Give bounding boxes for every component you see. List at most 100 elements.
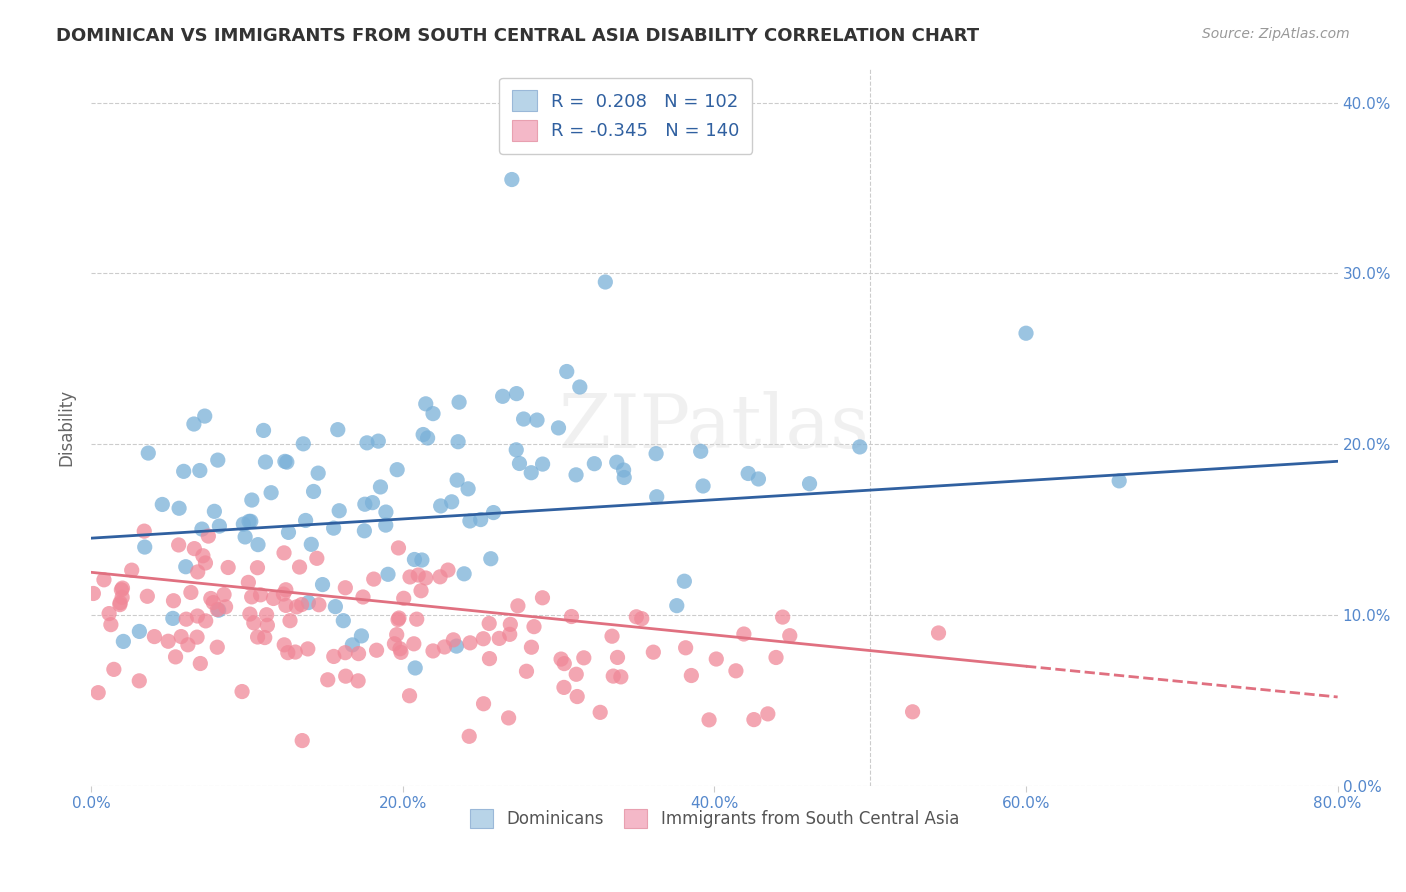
Point	[531, 457, 554, 471]
Point	[363, 572, 385, 586]
Point	[307, 466, 329, 480]
Point	[332, 614, 354, 628]
Point	[697, 713, 720, 727]
Point	[799, 476, 821, 491]
Point	[194, 409, 217, 423]
Point	[772, 610, 794, 624]
Point	[453, 566, 475, 581]
Point	[256, 607, 278, 622]
Point	[292, 437, 315, 451]
Point	[335, 669, 357, 683]
Point	[174, 559, 197, 574]
Point	[470, 512, 492, 526]
Point	[277, 525, 299, 540]
Point	[416, 431, 439, 445]
Point	[297, 641, 319, 656]
Point	[108, 598, 131, 612]
Point	[361, 495, 384, 509]
Point	[422, 407, 444, 421]
Point	[613, 470, 636, 484]
Point	[600, 629, 623, 643]
Point	[568, 380, 591, 394]
Point	[404, 552, 426, 566]
Point	[392, 591, 415, 606]
Point	[274, 599, 297, 613]
Point	[366, 643, 388, 657]
Point	[262, 591, 284, 606]
Point	[274, 454, 297, 468]
Point	[602, 669, 624, 683]
Point	[446, 639, 468, 653]
Point	[399, 570, 422, 584]
Point	[704, 652, 727, 666]
Point	[478, 651, 501, 665]
Point	[202, 504, 225, 518]
Point	[547, 421, 569, 435]
Point	[202, 596, 225, 610]
Point	[232, 517, 254, 532]
Point	[526, 413, 548, 427]
Point	[724, 664, 747, 678]
Point	[673, 574, 696, 589]
Point	[472, 697, 495, 711]
Point	[273, 546, 295, 560]
Point	[347, 673, 370, 688]
Point	[87, 686, 110, 700]
Point	[174, 612, 197, 626]
Point	[240, 590, 263, 604]
Point	[217, 560, 239, 574]
Point	[246, 560, 269, 574]
Point	[356, 435, 378, 450]
Point	[387, 613, 409, 627]
Point	[333, 646, 356, 660]
Point	[243, 615, 266, 630]
Point	[170, 630, 193, 644]
Point	[1108, 474, 1130, 488]
Point	[260, 485, 283, 500]
Point	[100, 617, 122, 632]
Point	[506, 599, 529, 613]
Point	[742, 713, 765, 727]
Point	[284, 645, 307, 659]
Point	[675, 640, 697, 655]
Point	[550, 652, 572, 666]
Point	[134, 524, 156, 538]
Point	[446, 473, 468, 487]
Y-axis label: Disability: Disability	[58, 389, 75, 466]
Point	[779, 629, 801, 643]
Point	[288, 560, 311, 574]
Point	[208, 603, 231, 617]
Point	[316, 673, 339, 687]
Point	[374, 505, 396, 519]
Point	[297, 596, 319, 610]
Point	[110, 582, 132, 597]
Point	[249, 588, 271, 602]
Point	[398, 689, 420, 703]
Point	[645, 447, 668, 461]
Point	[278, 614, 301, 628]
Point	[499, 617, 522, 632]
Point	[239, 514, 262, 528]
Point	[457, 482, 479, 496]
Point	[277, 646, 299, 660]
Text: DOMINICAN VS IMMIGRANTS FROM SOUTH CENTRAL ASIA DISABILITY CORRELATION CHART: DOMINICAN VS IMMIGRANTS FROM SOUTH CENTR…	[56, 27, 980, 45]
Point	[207, 602, 229, 616]
Point	[626, 609, 648, 624]
Point	[479, 551, 502, 566]
Point	[553, 657, 575, 671]
Point	[429, 570, 451, 584]
Point	[299, 537, 322, 551]
Point	[385, 628, 408, 642]
Point	[353, 524, 375, 538]
Point	[404, 661, 426, 675]
Point	[458, 636, 481, 650]
Point	[520, 640, 543, 655]
Point	[162, 593, 184, 607]
Point	[247, 538, 270, 552]
Point	[240, 493, 263, 508]
Point	[347, 647, 370, 661]
Point	[294, 513, 316, 527]
Point	[385, 463, 408, 477]
Point	[214, 599, 236, 614]
Point	[565, 467, 588, 482]
